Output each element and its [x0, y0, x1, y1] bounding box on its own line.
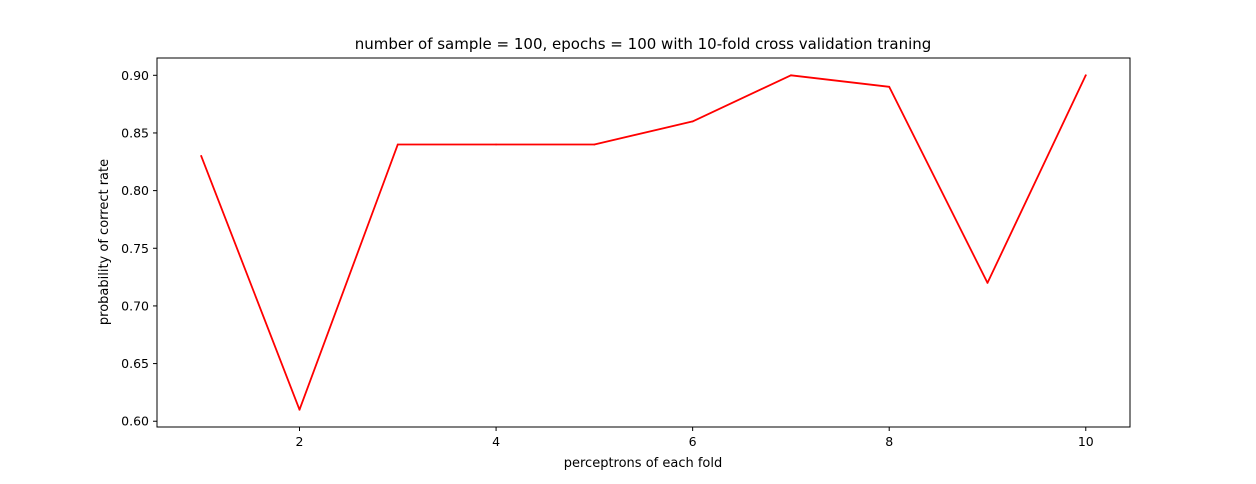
- data-point: [396, 143, 399, 146]
- series-group: [200, 74, 1087, 411]
- y-tick-label: 0.70: [121, 298, 149, 313]
- x-tick-label: 10: [1078, 434, 1094, 449]
- x-tick-label: 8: [885, 434, 893, 449]
- y-tick-label: 0.75: [121, 241, 149, 256]
- plot-area-frame: [156, 57, 1131, 428]
- y-axis-label: probability of correct rate: [97, 159, 112, 325]
- y-tick-label: 0.80: [121, 183, 149, 198]
- y-tick-label: 0.65: [121, 356, 149, 371]
- data-point: [298, 408, 301, 411]
- y-tick-label: 0.90: [121, 68, 149, 83]
- data-point: [790, 74, 792, 77]
- chart-title: number of sample = 100, epochs = 100 wit…: [355, 35, 932, 53]
- data-point: [986, 281, 989, 284]
- x-tick-label: 6: [689, 434, 697, 449]
- data-point: [888, 85, 891, 88]
- data-point: [593, 143, 596, 146]
- x-axis-label: perceptrons of each fold: [564, 456, 723, 471]
- data-point: [1084, 74, 1087, 77]
- y-axis: 0.60 0.65 0.70 0.75 0.80 0.85 0.90: [121, 68, 157, 429]
- y-tick-label: 0.60: [121, 414, 149, 429]
- x-tick-label: 4: [492, 434, 500, 449]
- data-point: [495, 143, 497, 146]
- data-point: [691, 120, 694, 123]
- x-tick-label: 2: [296, 434, 304, 449]
- x-axis: 2 4 6 8 10: [296, 427, 1094, 449]
- y-tick-label: 0.85: [121, 125, 149, 140]
- series-line: [200, 74, 1087, 411]
- data-point: [200, 155, 203, 157]
